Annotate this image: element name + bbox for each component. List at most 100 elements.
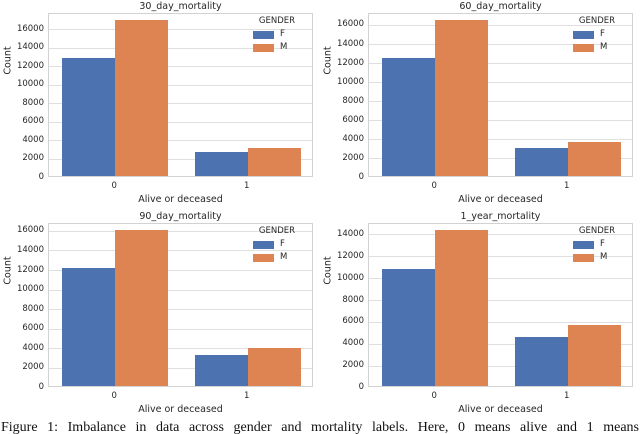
gridline <box>369 63 632 65</box>
legend-label-F: F <box>600 239 605 249</box>
x-tick-label: 1 <box>564 181 570 191</box>
y-tick-label: 16000 <box>16 225 44 236</box>
legend-title: GENDER <box>578 16 616 26</box>
y-tick-label: 14000 <box>16 244 44 255</box>
legend-label-M: M <box>600 42 608 52</box>
chart-title: 90_day_mortality <box>139 211 222 222</box>
y-tick-label: 0 <box>38 172 44 182</box>
bar-M-category-1 <box>247 347 301 386</box>
bar-F-category-0 <box>382 58 436 176</box>
legend-swatch-M <box>573 43 594 52</box>
plot-area: GENDER F M <box>368 223 633 387</box>
gridline <box>49 140 312 142</box>
legend-label-M: M <box>280 42 288 52</box>
y-tick-label: 4000 <box>22 342 44 353</box>
gridline <box>49 270 312 271</box>
y-tick-label: 14000 <box>16 42 44 53</box>
gridline <box>369 365 632 367</box>
y-tick-label: 6000 <box>22 116 44 127</box>
gridline <box>49 289 312 291</box>
y-tick-label: 10000 <box>16 284 44 295</box>
y-tick-label: 12000 <box>16 264 44 275</box>
legend-entry-F: F <box>253 29 308 40</box>
plot-area: GENDER F M <box>48 13 313 177</box>
gridline <box>49 47 312 49</box>
bar-F-category-0 <box>62 57 116 176</box>
legend-entry-M: M <box>573 42 628 53</box>
legend: GENDER F M <box>566 16 628 53</box>
y-tick-label: 14000 <box>336 228 364 239</box>
chart-90_day_mortality: 90_day_mortality Count GENDER F M 0 2000 4000 60… <box>0 210 320 418</box>
legend-swatch-F <box>573 30 594 39</box>
gridline <box>49 328 312 330</box>
y-tick-label: 16000 <box>336 19 364 30</box>
x-axis-label: Alive or deceased <box>138 404 223 415</box>
y-tick-label: 4000 <box>342 133 364 144</box>
y-tick-label: 6000 <box>342 114 364 125</box>
legend-entry-M: M <box>573 252 628 263</box>
y-tick-label: 16000 <box>16 23 44 34</box>
gridline <box>369 256 632 258</box>
y-tick-label: 8000 <box>342 95 364 106</box>
gridline <box>369 139 632 141</box>
y-tick-label: 0 <box>358 172 364 182</box>
chart-60_day_mortality: 60_day_mortality Count GENDER F M 0 2000 4000 60… <box>320 0 640 210</box>
legend-entry-F: F <box>573 29 628 40</box>
gridline <box>369 343 632 345</box>
gridline <box>369 300 632 302</box>
gridline <box>49 367 312 369</box>
legend-swatch-F <box>253 30 274 39</box>
y-tick-label: 4000 <box>22 134 44 145</box>
chart-title: 30_day_mortality <box>139 1 222 12</box>
y-tick-label: 2000 <box>342 360 364 371</box>
bar-M-category-0 <box>435 20 489 176</box>
legend-entry-M: M <box>253 42 308 53</box>
charts-grid: 30_day_mortality Count GENDER F M 0 2000 4000 60… <box>0 0 640 418</box>
gridline <box>369 101 632 103</box>
y-tick-label: 0 <box>358 382 364 392</box>
bar-F-category-1 <box>514 336 568 386</box>
y-tick-label: 10000 <box>336 76 364 87</box>
gridline <box>49 348 312 350</box>
gridline <box>49 309 312 311</box>
gridline <box>369 158 632 160</box>
x-tick-label: 1 <box>564 391 570 401</box>
gridline <box>49 250 312 252</box>
legend-label-F: F <box>280 239 285 249</box>
y-tick-label: 10000 <box>336 272 364 283</box>
bar-M-category-0 <box>115 19 169 176</box>
y-tick-label: 2000 <box>22 362 44 373</box>
gridline <box>49 158 312 160</box>
gridline <box>49 121 312 123</box>
figure-caption: Figure 1: Imbalance in data across gende… <box>1 420 639 434</box>
chart-title: 60_day_mortality <box>459 1 542 12</box>
gridline <box>369 24 632 26</box>
chart-30_day_mortality: 30_day_mortality Count GENDER F M 0 2000 4000 60… <box>0 0 320 210</box>
legend-title: GENDER <box>258 226 296 236</box>
bar-F-category-1 <box>194 355 248 386</box>
legend-title: GENDER <box>258 16 296 26</box>
gridline <box>369 234 632 236</box>
chart-title: 1_year_mortality <box>460 211 541 222</box>
y-tick-label: 6000 <box>342 316 364 327</box>
plot-area: GENDER F M <box>48 223 313 387</box>
legend-label-M: M <box>600 252 608 262</box>
bar-F-category-0 <box>382 268 436 386</box>
bar-M-category-1 <box>247 147 301 176</box>
y-tick-label: 12000 <box>16 60 44 71</box>
x-tick-label: 1 <box>244 391 250 401</box>
gridline <box>49 66 312 68</box>
gridline <box>369 82 632 84</box>
bar-M-category-1 <box>567 142 621 176</box>
bar-M-category-1 <box>567 324 621 386</box>
x-tick-label: 0 <box>431 181 437 191</box>
legend-label-F: F <box>280 29 285 39</box>
bar-F-category-1 <box>194 152 248 176</box>
gridline <box>49 84 312 86</box>
gridline <box>49 103 312 105</box>
gridline <box>369 278 632 280</box>
y-tick-label: 12000 <box>336 250 364 261</box>
gridline <box>369 321 632 323</box>
legend-label-F: F <box>600 29 605 39</box>
